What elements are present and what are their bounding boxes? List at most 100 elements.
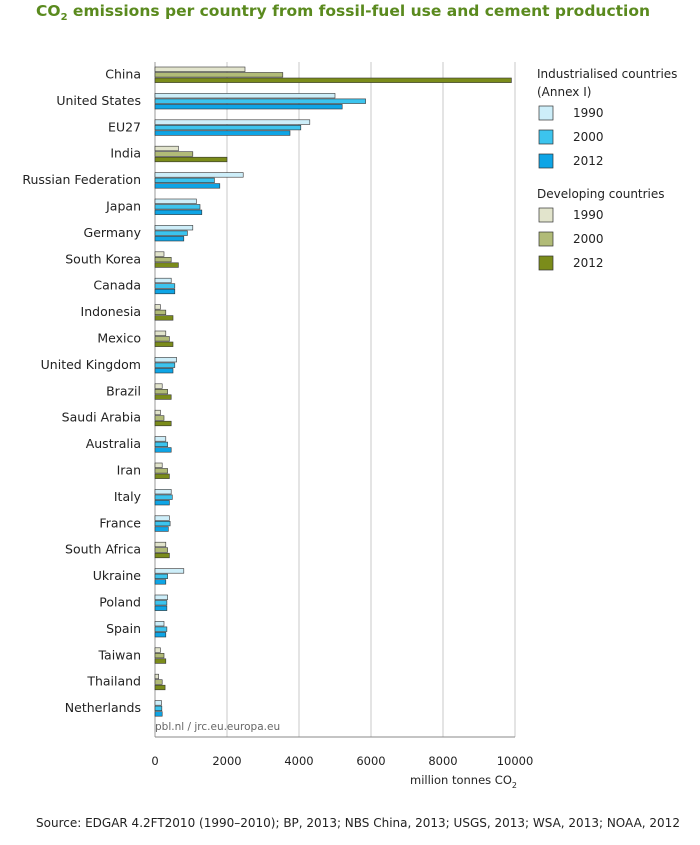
bar-united-kingdom-2000 [154, 362, 176, 368]
bar-italy-2012 [154, 500, 170, 506]
category-label-eu27: EU27 [108, 119, 141, 134]
title-subscript: 2 [60, 12, 68, 24]
bar-spain-2012 [154, 632, 167, 638]
bar-ukraine-2012 [154, 579, 167, 585]
bar-poland-2012 [154, 605, 168, 611]
legend-layer: Industrialised countries (Annex I) Develop… [537, 67, 677, 271]
bar-eu27-2012 [154, 130, 291, 136]
legend-industrialised-1990-label: 1990 [573, 106, 604, 120]
category-label-germany: Germany [84, 225, 142, 240]
category-label-ukraine: Ukraine [93, 568, 142, 583]
legend-developing-2012-label: 2012 [573, 256, 604, 270]
bar-brazil-2012 [154, 394, 172, 400]
category-label-united-states: United States [56, 93, 141, 108]
bar-iran-1990 [154, 462, 163, 468]
bar-mexico-2000 [154, 336, 170, 342]
bar-germany-2000 [154, 230, 188, 236]
category-label-canada: Canada [93, 278, 141, 293]
axis-layer: pbl.nl / jrc.eu.europa.eu 0 2000 4000 6000 80… [151, 721, 533, 790]
x-tick-label: 8000 [428, 754, 457, 768]
bar-russian-federation-2012 [154, 183, 221, 189]
bar-spain-1990 [154, 621, 165, 627]
bar-netherlands-1990 [154, 700, 162, 706]
bar-canada-2012 [154, 288, 176, 295]
category-label-south-africa: South Africa [65, 542, 141, 557]
bar-iran-2012 [154, 473, 170, 479]
category-label-poland: Poland [99, 595, 141, 610]
bar-indonesia-1990 [154, 304, 161, 310]
bar-brazil-2000 [154, 388, 168, 395]
x-axis-label: million tonnes CO2 [410, 773, 517, 790]
category-label-australia: Australia [86, 436, 141, 451]
bar-russian-federation-2000 [154, 177, 215, 184]
category-label-iran: Iran [117, 463, 141, 478]
legend-developing-2000-label: 2000 [573, 232, 604, 246]
bar-united-states-2000 [154, 98, 366, 104]
bar-saudi-arabia-1990 [154, 409, 161, 416]
bar-thailand-2012 [154, 684, 166, 691]
x-tick-label: 0 [151, 754, 158, 768]
bar-japan-2012 [154, 209, 203, 215]
legend-industrialised-1990-swatch [538, 105, 554, 121]
bar-australia-1990 [154, 436, 167, 442]
bar-japan-1990 [154, 198, 197, 204]
bar-ukraine-2000 [154, 573, 168, 579]
legend-developing-1990-label: 1990 [573, 208, 604, 222]
credit-text: pbl.nl / jrc.eu.europa.eu [155, 721, 280, 733]
bar-mexico-1990 [154, 330, 167, 336]
bar-india-1990 [154, 145, 179, 152]
bar-taiwan-2012 [154, 658, 167, 664]
bar-germany-2012 [154, 236, 185, 242]
bar-india-2000 [154, 151, 194, 157]
bar-france-2000 [154, 520, 171, 527]
bar-australia-2000 [154, 441, 168, 448]
source-note: Source: EDGAR 4.2FT2010 (1990–2010); BP,… [36, 816, 680, 830]
legend-title-developing: Developing countries [537, 187, 665, 201]
bar-south-africa-2012 [154, 552, 170, 559]
bar-indonesia-2000 [154, 309, 167, 316]
bar-united-states-2012 [154, 104, 343, 110]
bar-indonesia-2012 [154, 315, 174, 321]
category-label-brazil: Brazil [106, 383, 141, 398]
bar-poland-1990 [154, 594, 168, 600]
legend-industrialised-2000-swatch [538, 129, 554, 145]
bar-iran-2000 [154, 468, 168, 474]
bar-united-kingdom-2012 [154, 368, 174, 374]
category-label-indonesia: Indonesia [81, 304, 141, 319]
bar-china-1990 [154, 66, 246, 72]
bar-ukraine-1990 [154, 568, 185, 574]
bar-netherlands-2012 [154, 711, 163, 717]
legend-title-annex: (Annex I) [537, 85, 591, 99]
x-tick-label: 2000 [212, 754, 241, 768]
bar-india-2012 [154, 156, 228, 163]
category-label-saudi-arabia: Saudi Arabia [62, 410, 141, 425]
x-axis-label-main: million tonnes CO [410, 773, 512, 787]
bar-italy-2000 [154, 494, 173, 500]
legend-industrialised-2000-label: 2000 [573, 130, 604, 144]
bar-canada-1990 [154, 277, 172, 284]
bar-canada-2000 [154, 283, 176, 289]
bar-south-africa-1990 [154, 541, 167, 548]
bar-united-states-1990 [154, 93, 336, 99]
category-label-south-korea: South Korea [65, 251, 141, 266]
category-label-india: India [110, 146, 141, 161]
legend-developing-1990-swatch [538, 207, 554, 223]
category-label-china: China [105, 67, 141, 82]
legend-developing-2012-swatch [538, 255, 554, 271]
category-label-united-kingdom: United Kingdom [41, 357, 141, 372]
bar-south-korea-2000 [154, 256, 172, 263]
bar-south-korea-2012 [154, 262, 179, 268]
bar-taiwan-1990 [154, 647, 161, 653]
x-tick-label: 6000 [356, 754, 385, 768]
bar-netherlands-2000 [154, 705, 163, 711]
category-label-mexico: Mexico [97, 331, 141, 346]
bar-poland-2000 [154, 600, 168, 606]
bar-italy-1990 [154, 489, 172, 495]
bar-brazil-1990 [154, 383, 163, 389]
bar-south-africa-2000 [154, 547, 168, 553]
bar-china-2012 [154, 77, 512, 83]
category-label-netherlands: Netherlands [65, 700, 141, 715]
grid-layer [154, 62, 516, 737]
category-label-russian-federation: Russian Federation [22, 172, 141, 187]
